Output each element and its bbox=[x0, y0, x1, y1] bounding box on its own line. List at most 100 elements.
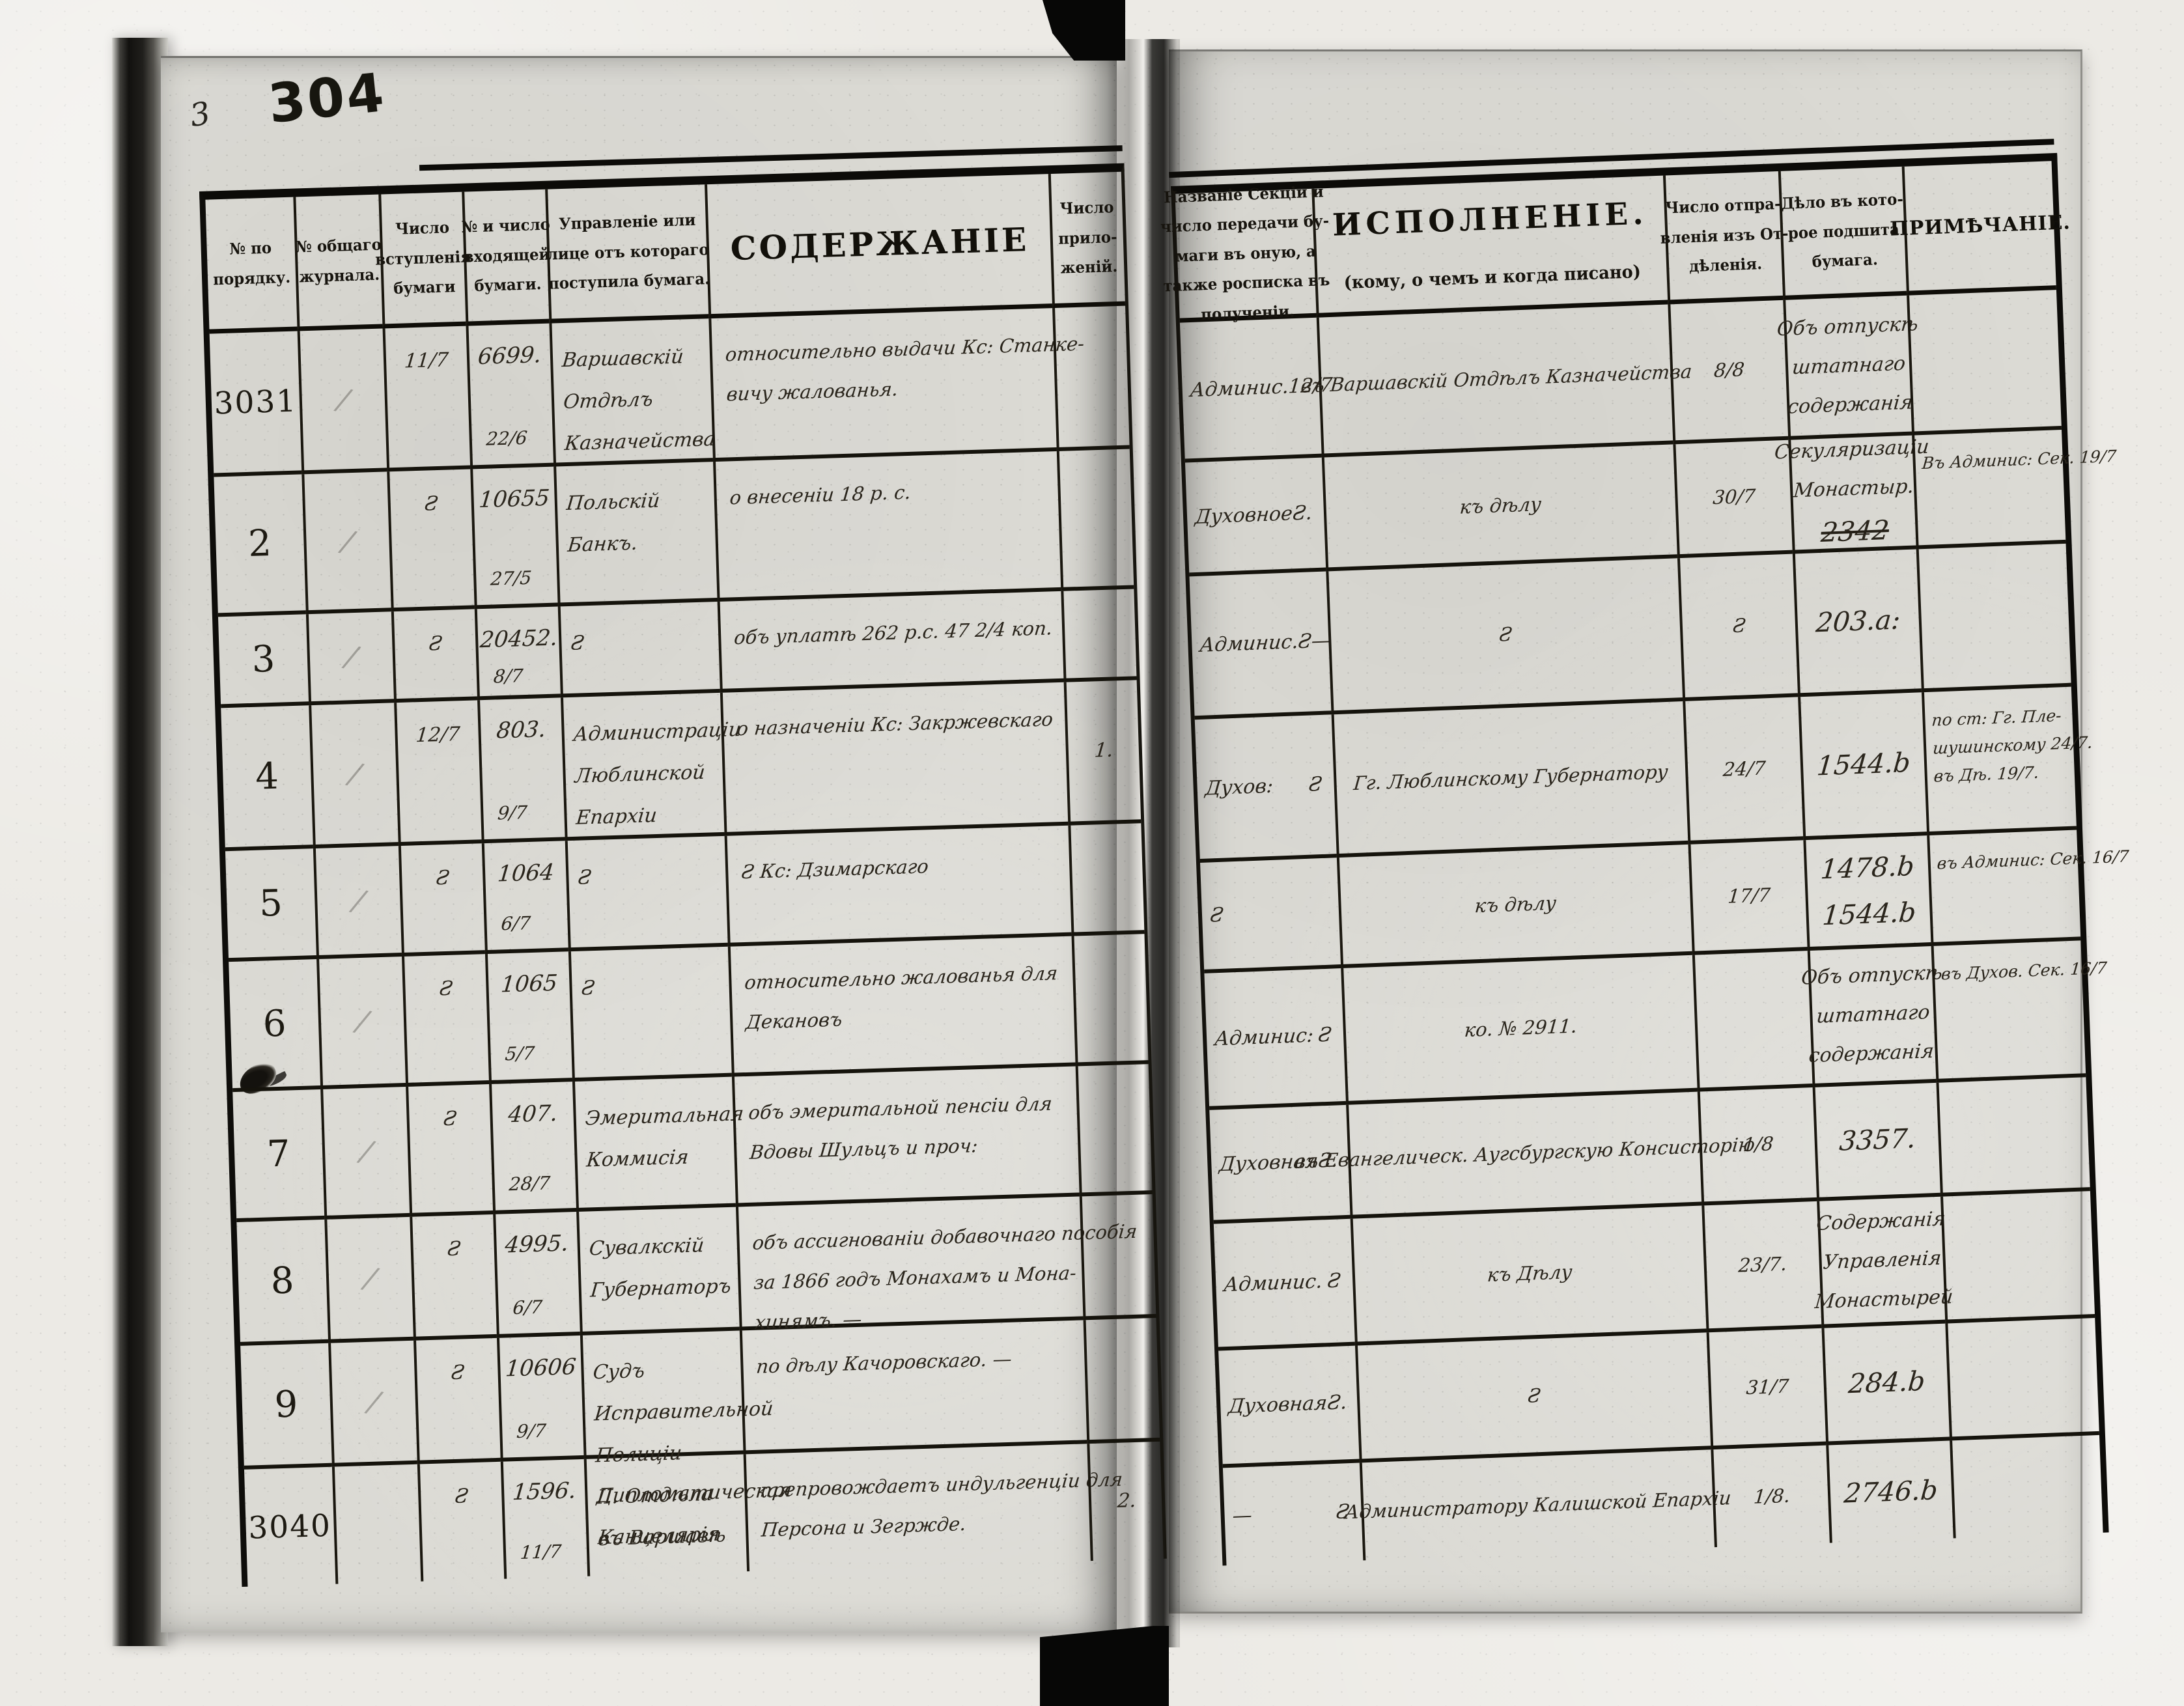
note-line: въ Админис: Сек. 16/7 bbox=[1936, 846, 2130, 873]
cell-note bbox=[1936, 1077, 2090, 1197]
office-line: Администраціи bbox=[572, 718, 742, 746]
cell-order-number: 4 bbox=[221, 705, 313, 852]
cell-content: препровождаетъ индульгенціи для Персона и… bbox=[743, 1444, 1124, 1572]
header-office-line: лице отъ котораго bbox=[547, 239, 709, 264]
cell-file-number: Объ отпускѣ штатнаго содержанія. bbox=[1800, 946, 1943, 1087]
content-line: Персона и Зегржде. bbox=[760, 1512, 968, 1541]
order-number-value: 6 bbox=[262, 1002, 287, 1046]
entry-date-value: 11/7 bbox=[403, 348, 450, 373]
execution-line: Администратору Калишской Епархіи bbox=[1344, 1486, 1733, 1523]
cell-execution: Гг. Люблинскому Губернатору bbox=[1331, 701, 1688, 858]
entry-date-value: Ƨ bbox=[445, 1237, 462, 1261]
content-line: объ эмеритальной пенсіи для bbox=[748, 1092, 1054, 1124]
office-line: Отдѣлъ bbox=[562, 387, 654, 414]
right-page bbox=[1169, 49, 2082, 1614]
content-line: по дѣлу Качоровскаго. — bbox=[755, 1347, 1013, 1378]
cell-note: въ Духов. Сек. 16/7 bbox=[1931, 940, 2108, 1083]
cell-order-number: 7 bbox=[232, 1089, 325, 1222]
header-order-number: № по порядку. bbox=[205, 197, 298, 334]
cell-dispatch-date: 1/8 bbox=[1697, 1087, 1817, 1206]
header-title-content: СОДЕРЖАНІЕ bbox=[729, 220, 1030, 268]
header-office-line: Управленіе или bbox=[558, 210, 696, 234]
cell-execution: въ Варшавскій Отдѣлъ Казначейства bbox=[1300, 304, 1692, 458]
file-line: содержанія. bbox=[1808, 1039, 1942, 1068]
cell-order-number: 3031 bbox=[209, 331, 302, 477]
file-line: содержанія bbox=[1786, 390, 1914, 419]
dispatch-date-value: 23/7. bbox=[1737, 1252, 1788, 1277]
cell-section: — Ƨ bbox=[1223, 1463, 1363, 1566]
cell-section: Ƨ bbox=[1200, 858, 1341, 973]
content-line: Ƨ Кс: Дзимарскаго bbox=[740, 855, 930, 884]
order-number-value: 4 bbox=[255, 755, 279, 798]
section-number: Ƨ— bbox=[1297, 629, 1332, 654]
cell-file-number: 1478.b 1544.b bbox=[1803, 835, 1931, 951]
cell-content: объ уплатѣ 262 р.с. 47 2/4 коп. bbox=[717, 591, 1064, 693]
incoming-date-value: 6/7 bbox=[512, 1296, 544, 1319]
header-file-line: Дѣло въ кото- bbox=[1781, 189, 1904, 213]
order-number-value: 3040 bbox=[247, 1507, 332, 1546]
cell-entry-date: Ƨ bbox=[406, 1084, 494, 1217]
office-line: Банкъ. bbox=[567, 531, 639, 557]
cell-section: Админис: Ƨ bbox=[1204, 968, 1347, 1110]
file-line: 1544.b bbox=[1821, 896, 1918, 932]
content-line: о внесеніи 18 р. с. bbox=[729, 481, 912, 509]
file-line: 1478.b bbox=[1819, 850, 1916, 886]
entry-date-value: Ƨ bbox=[438, 977, 454, 1001]
cell-file-number: 203.а: bbox=[1792, 549, 1922, 697]
cell-note: въ Админис: Сек. 16/7 bbox=[1927, 830, 2129, 947]
office-line: Эмеритальная bbox=[584, 1102, 745, 1130]
header-journal-number: № общаго журнала. bbox=[293, 194, 383, 331]
cell-attachments: 2. bbox=[1087, 1441, 1164, 1561]
incoming-date-value: 9/7 bbox=[515, 1419, 548, 1443]
incoming-date-value: 9/7 bbox=[496, 802, 529, 824]
file-line: Управленія bbox=[1822, 1246, 1942, 1274]
office-line: Коммисія bbox=[585, 1145, 690, 1172]
header-sub-execution: (кому, о чемъ и когда писано) bbox=[1343, 261, 1642, 293]
file-line: штатнаго bbox=[1815, 1001, 1931, 1028]
office-line: Ƨ bbox=[576, 866, 593, 889]
cell-file-number: Объ отпускѣ штатнаго содержанія bbox=[1776, 295, 1919, 440]
cell-office: Ƨ bbox=[565, 835, 728, 952]
incoming-number-value: 6699. bbox=[477, 342, 543, 371]
incoming-date-value: 11/7 bbox=[519, 1540, 563, 1563]
header-execution: ИСПОЛНЕНІЕ. (кому, о чемъ и когда писано) bbox=[1311, 175, 1668, 318]
header-journal-number-line: № общаго bbox=[295, 234, 382, 257]
section-number: Ƨ bbox=[1308, 772, 1324, 796]
pencil-mark: / bbox=[339, 522, 357, 559]
cell-execution: Администратору Калишской Епархіи bbox=[1345, 1449, 1732, 1561]
incoming-number-value: 4995. bbox=[504, 1230, 570, 1259]
left-register-table: № по порядку. № общаго журнала. Число вступле… bbox=[199, 145, 1167, 1587]
pencil-mark: / bbox=[346, 755, 364, 792]
cell-dispatch-date bbox=[1692, 951, 1813, 1092]
right-register-table: Названіе Секціи и число передачи бу-маги … bbox=[1160, 139, 2129, 1566]
header-entry-date-line: вступленія bbox=[374, 246, 472, 269]
section-number: Ƨ bbox=[1209, 903, 1225, 927]
content-line: Вдовы Шульцъ и проч: bbox=[748, 1134, 979, 1164]
section-number: Ƨ bbox=[1326, 1268, 1342, 1293]
cell-incoming-number: 10655 27/5 bbox=[470, 466, 558, 609]
file-line: 3357. bbox=[1838, 1123, 1918, 1157]
cell-entry-date: Ƨ bbox=[402, 954, 490, 1087]
cell-incoming-number: 4995. 6/7 bbox=[493, 1212, 580, 1338]
cell-office: Администраціи Люблинской Епархіи bbox=[560, 692, 742, 841]
cell-journal-number: / bbox=[324, 1216, 414, 1343]
cell-journal-number: / bbox=[305, 611, 395, 706]
office-line: Канцелярія bbox=[596, 1522, 721, 1550]
cell-attachments bbox=[1079, 1194, 1156, 1321]
section-name: Админис. bbox=[1199, 630, 1300, 657]
book-gutter-shadow bbox=[1107, 39, 1180, 1647]
cell-execution: Ƨ bbox=[1326, 558, 1683, 715]
cell-attachments bbox=[1052, 305, 1130, 451]
cell-incoming-number: 6699. 22/6 bbox=[466, 323, 554, 469]
header-entry-date: Число вступленія бумаги bbox=[375, 191, 472, 329]
office-line: Губернаторъ bbox=[589, 1274, 733, 1302]
cell-entry-date: Ƨ bbox=[410, 1214, 497, 1341]
entry-date-value: Ƨ bbox=[449, 1361, 466, 1385]
cell-incoming-number: 10606 9/7 bbox=[496, 1335, 584, 1462]
header-file-line: рое подшита bbox=[1787, 219, 1900, 243]
header-note: ПРИМѢЧАНІЕ. bbox=[1890, 161, 2071, 296]
header-file-line: бумага. bbox=[1811, 249, 1879, 272]
cell-attachments bbox=[1061, 589, 1137, 682]
cell-office: Судъ Исправительной Полиціи II. Отдѣла въ Ва… bbox=[580, 1330, 774, 1550]
header-incoming-number-line: входящей bbox=[463, 244, 551, 266]
